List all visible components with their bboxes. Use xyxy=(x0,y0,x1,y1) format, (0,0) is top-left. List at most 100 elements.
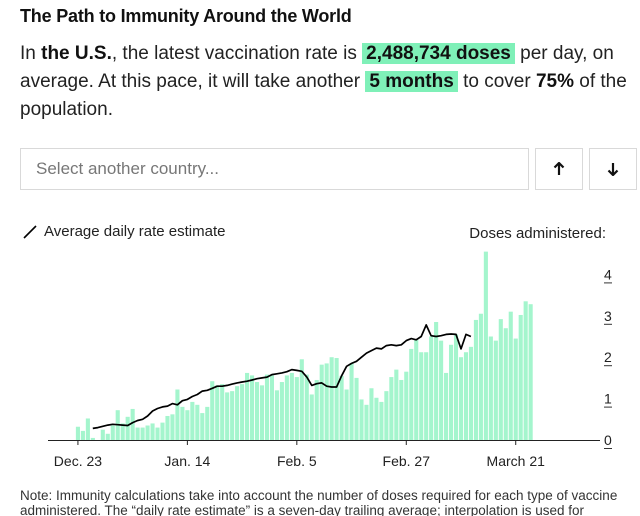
x-tick-label: March 21 xyxy=(487,453,546,469)
daily-dose-bar xyxy=(135,427,140,440)
daily-dose-bar xyxy=(404,371,409,440)
daily-dose-bar xyxy=(434,322,439,440)
daily-dose-bar xyxy=(279,382,284,440)
daily-dose-bar xyxy=(215,385,220,440)
daily-dose-bar xyxy=(394,369,399,440)
y-tick-label: 2 xyxy=(604,349,612,365)
daily-dose-bar xyxy=(354,377,359,440)
country-name: the U.S. xyxy=(41,43,112,64)
x-tick-label: Feb. 27 xyxy=(383,453,431,469)
y-tick-label: 1 xyxy=(604,391,612,407)
arrow-down-icon xyxy=(607,163,619,176)
daily-dose-bar xyxy=(170,414,175,440)
daily-dose-bar xyxy=(439,340,444,440)
daily-dose-bar xyxy=(105,433,110,440)
country-search-input[interactable] xyxy=(20,148,529,190)
daily-dose-bar xyxy=(449,344,454,440)
daily-dose-bar xyxy=(180,406,185,440)
daily-dose-bar xyxy=(264,374,270,440)
daily-dose-bar xyxy=(309,394,314,440)
arrow-up-icon xyxy=(553,162,565,175)
daily-dose-bar xyxy=(364,404,369,440)
daily-dose-bar xyxy=(319,364,324,440)
daily-dose-bar xyxy=(85,418,90,440)
x-tick-label: Feb. 5 xyxy=(277,453,317,469)
daily-dose-bar xyxy=(493,340,498,440)
daily-dose-bar xyxy=(299,359,304,440)
page-title: The Path to Immunity Around the World xyxy=(20,6,352,26)
line-legend-label: Average daily rate estimate xyxy=(44,223,226,240)
daily-dose-bar xyxy=(274,390,279,440)
duration-highlight: 5 months xyxy=(365,71,458,92)
sentence-part: of the population. xyxy=(20,71,627,120)
daily-dose-bar xyxy=(185,410,190,440)
daily-dose-bar xyxy=(498,319,503,440)
daily-dose-bar xyxy=(463,352,469,440)
coverage-percent: 75% xyxy=(535,71,574,92)
daily-dose-bar xyxy=(458,357,464,440)
daily-dose-bar xyxy=(483,251,488,440)
chart-note: Note: Immunity calculations take into ac… xyxy=(20,488,618,516)
daily-dose-bar xyxy=(75,426,80,440)
daily-dose-bar xyxy=(518,314,523,440)
y-tick-label: 3 xyxy=(604,308,612,324)
daily-dose-bar xyxy=(503,328,508,440)
daily-dose-bar xyxy=(344,389,349,440)
daily-dose-bar xyxy=(389,377,394,440)
daily-dose-bar xyxy=(409,348,414,440)
daily-dose-bar xyxy=(294,377,299,440)
daily-dose-bar xyxy=(150,423,155,440)
sort-ascending-button[interactable] xyxy=(535,148,583,190)
daily-dose-bar xyxy=(384,391,389,440)
daily-dose-bar xyxy=(240,384,245,440)
daily-dose-bar xyxy=(200,413,205,440)
daily-dose-bar xyxy=(304,374,309,440)
daily-dose-bar xyxy=(284,375,289,440)
daily-dose-bar xyxy=(414,339,419,440)
daily-dose-bar xyxy=(155,427,160,440)
daily-dose-bar xyxy=(90,437,95,440)
vaccination-chart: Dec. 23 Jan. 14 Feb. 5 Feb. 27 March 21 0 1 2 3 4… xyxy=(48,251,612,469)
daily-dose-bar xyxy=(324,363,329,440)
daily-dose-bar xyxy=(339,375,344,440)
sentence-part: In xyxy=(20,43,42,64)
daily-dose-bar xyxy=(210,381,215,440)
sort-descending-button[interactable] xyxy=(589,148,637,190)
daily-dose-bar xyxy=(190,401,195,440)
daily-dose-bar xyxy=(100,429,105,440)
daily-dose-bar xyxy=(453,334,459,440)
daily-dose-bar xyxy=(379,401,384,440)
daily-dose-bar xyxy=(473,319,478,440)
daily-dose-bar xyxy=(220,384,225,440)
daily-dose-bar xyxy=(369,388,374,440)
daily-dose-bar xyxy=(444,372,449,440)
daily-dose-bar xyxy=(523,301,528,440)
daily-dose-bar xyxy=(120,423,125,440)
sentence-part: to cover xyxy=(457,71,536,92)
y-tick-label: 4 xyxy=(604,266,612,282)
sentence-part: per day, on average. At this pace, it wi… xyxy=(20,43,614,92)
daily-dose-bar xyxy=(259,385,265,440)
daily-dose-bar xyxy=(245,372,250,440)
daily-dose-bar xyxy=(478,313,483,440)
daily-dose-bar xyxy=(225,392,230,440)
daily-dose-bar xyxy=(195,404,200,440)
daily-dose-bar xyxy=(314,379,319,440)
x-tick-label: Dec. 23 xyxy=(54,453,102,469)
daily-dose-bar xyxy=(205,406,210,440)
summary-sentence: In the U.S., the latest vaccination rate… xyxy=(20,40,630,124)
daily-dose-bar xyxy=(334,358,339,440)
daily-dose-bar xyxy=(329,357,334,440)
daily-dose-bar xyxy=(374,397,379,440)
daily-dose-bar xyxy=(125,416,130,440)
daily-dose-bar xyxy=(235,386,240,440)
daily-dose-bar xyxy=(424,352,429,440)
daily-dose-bar xyxy=(250,375,255,440)
daily-dose-bar xyxy=(488,336,493,440)
daily-dose-bar xyxy=(359,399,364,440)
daily-dose-bar xyxy=(349,363,354,440)
line-legend-icon xyxy=(23,225,37,239)
daily-dose-bar xyxy=(175,389,180,440)
daily-dose-bar xyxy=(429,336,434,440)
daily-dose-bar xyxy=(419,352,424,440)
